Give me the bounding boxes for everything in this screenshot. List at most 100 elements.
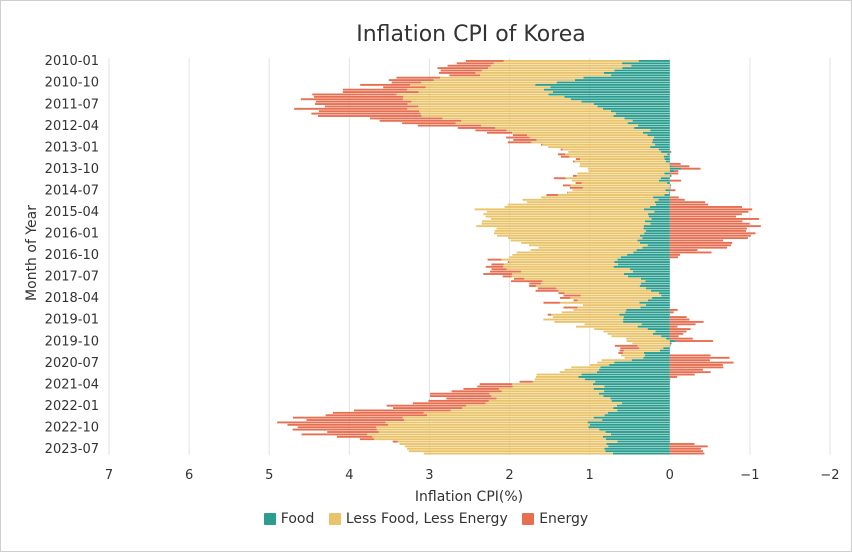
bar-segment <box>584 378 670 381</box>
bar-segment <box>663 347 670 350</box>
bar-segment <box>529 282 541 285</box>
bar-segment <box>537 287 557 290</box>
bar-segment <box>565 153 668 156</box>
bar-segment <box>419 110 611 113</box>
bar-segment <box>440 76 584 79</box>
bar-segment <box>669 340 676 342</box>
y-tick-label: 2016-01 <box>45 227 99 242</box>
bar-segment <box>392 407 463 410</box>
bar-segment <box>614 344 638 347</box>
bar-segment <box>669 354 711 357</box>
bar-segment <box>399 443 607 445</box>
bar-segment <box>412 402 486 405</box>
bar-segment <box>397 440 618 443</box>
bar-segment <box>631 64 670 67</box>
bar-segment <box>553 177 566 180</box>
bar-segment <box>621 402 670 405</box>
bar-segment <box>611 335 662 338</box>
legend-label-energy: Energy <box>539 511 589 527</box>
bar-segment <box>535 83 670 86</box>
bar-segment <box>388 79 434 82</box>
bar-segment <box>669 213 742 216</box>
bar-segment <box>669 186 671 189</box>
bar-segment <box>652 297 670 299</box>
bar-segment <box>564 368 600 371</box>
bar-segment <box>563 306 578 309</box>
bar-segment <box>624 117 670 120</box>
bar-segment <box>605 438 670 441</box>
bar-segment <box>669 174 672 177</box>
bar-segment <box>669 318 690 321</box>
bar-segment <box>648 213 670 216</box>
bar-segment <box>496 227 644 230</box>
bar-segment <box>659 349 670 352</box>
bar-segment <box>503 60 639 62</box>
legend-item-food[interactable]: Food <box>263 511 314 527</box>
bar-segment <box>655 203 670 206</box>
bar-segment <box>294 107 408 110</box>
bar-segment <box>519 380 533 383</box>
bar-segment <box>277 421 386 424</box>
bar-segment <box>475 71 604 74</box>
bar-segment <box>543 318 624 321</box>
bar-segment <box>408 450 606 453</box>
bar-segment <box>627 275 670 278</box>
bar-segment <box>423 452 613 455</box>
bar-segment <box>669 162 681 165</box>
bar-segment <box>624 356 644 359</box>
bar-segment <box>491 395 604 398</box>
bar-segment <box>616 404 670 407</box>
legend-item-energy[interactable]: Energy <box>522 511 588 527</box>
bar-segment <box>605 431 670 433</box>
bar-segment <box>531 141 653 144</box>
bar-segment <box>650 146 670 149</box>
bar-segment <box>600 366 670 369</box>
bar-segment <box>506 129 651 132</box>
bar-segment <box>607 411 670 414</box>
bar-segment <box>647 244 670 247</box>
bar-segment <box>562 184 571 187</box>
bar-segment <box>617 263 670 266</box>
bar-segment <box>372 435 603 438</box>
bar-segment <box>669 311 674 314</box>
bar-segment <box>669 227 747 230</box>
bar-segment <box>644 354 670 357</box>
bar-segment <box>669 445 708 448</box>
bar-segment <box>570 98 670 101</box>
bar-segment <box>632 119 670 122</box>
bar-segment <box>512 131 643 134</box>
bar-segment <box>306 419 405 421</box>
bar-segment <box>631 359 670 362</box>
bar-segment <box>529 244 648 247</box>
bar-segment <box>564 292 659 295</box>
bar-segment <box>421 115 614 117</box>
bar-segment <box>556 81 670 84</box>
bar-segment <box>593 103 670 105</box>
bar-segment <box>604 385 670 388</box>
bar-segment <box>669 361 734 364</box>
bar-segment <box>449 74 481 77</box>
bar-segment <box>481 124 638 127</box>
bar-segment <box>379 119 462 122</box>
bar-segment <box>541 143 543 146</box>
bar-segment <box>632 342 670 345</box>
bar-segment <box>666 337 670 340</box>
bar-segment <box>503 263 618 266</box>
bar-segment <box>669 251 712 254</box>
bar-segment <box>315 100 412 103</box>
bar-segment <box>552 316 624 319</box>
bar-segment <box>645 304 670 307</box>
bar-segment <box>577 172 665 175</box>
legend-item-core[interactable]: Less Food, Less Energy <box>328 511 508 527</box>
bar-segment <box>639 234 670 237</box>
x-tick-label: 7 <box>105 468 113 483</box>
bar-segment <box>407 103 594 105</box>
bar-segment <box>456 62 494 65</box>
bar-segment <box>376 426 589 429</box>
bar-segment <box>457 127 496 129</box>
y-tick-label: 2015-04 <box>45 205 99 220</box>
bar-segment <box>654 201 670 204</box>
bar-segment <box>509 261 615 263</box>
bar-segment <box>359 438 375 441</box>
bar-segment <box>619 349 624 352</box>
